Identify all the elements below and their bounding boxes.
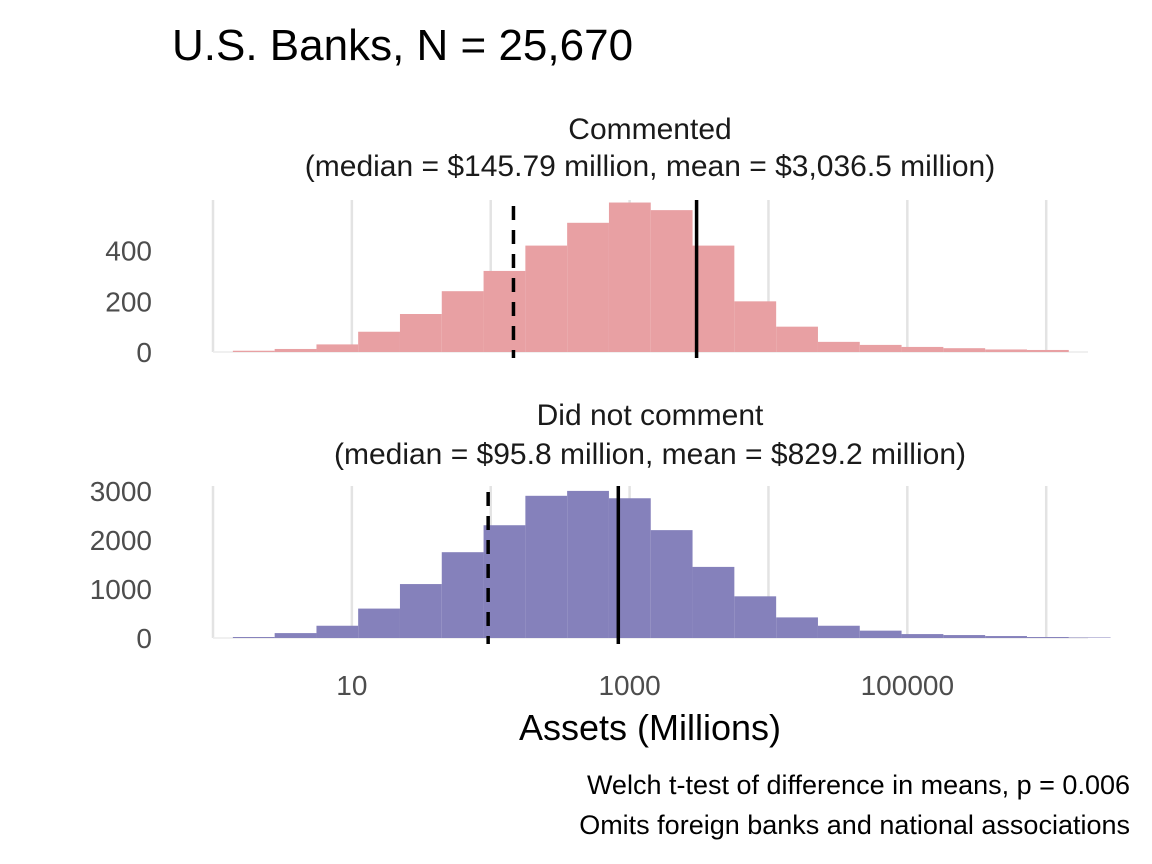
histogram-bar-commented	[441, 291, 484, 352]
histogram-bar-did-not-comment	[399, 584, 442, 638]
histogram-bar-commented	[232, 350, 275, 352]
histogram-bar-did-not-comment	[650, 530, 693, 638]
x-tick-label: 10	[336, 670, 367, 701]
histogram-bar-commented	[483, 270, 526, 352]
facet-stats-commented: (median = $145.79 million, mean = $3,036…	[305, 150, 995, 183]
histogram-bar-commented	[358, 331, 400, 352]
histogram-bar-did-not-comment	[232, 637, 275, 638]
facet-label-did-not-comment: Did not comment	[537, 399, 764, 432]
histogram-bar-commented	[316, 344, 359, 352]
histogram-bar-commented	[817, 341, 860, 352]
y-tick-label-commented: 200	[105, 286, 152, 317]
histogram-bar-did-not-comment	[1026, 637, 1069, 638]
histogram-bar-commented	[608, 202, 651, 352]
histogram-bar-did-not-comment	[692, 566, 735, 638]
x-axis-ticks: 10 1000 100000	[336, 670, 954, 701]
histogram-bar-did-not-comment	[525, 495, 568, 638]
histogram-bar-commented	[985, 349, 1027, 352]
facet-stats-did-not-comment: (median = $95.8 million, mean = $829.2 m…	[334, 438, 966, 471]
histogram-bar-did-not-comment	[274, 633, 317, 638]
facet-label-commented: Commented	[568, 113, 731, 146]
histogram-bar-commented	[567, 222, 609, 352]
histogram-bar-did-not-comment	[358, 608, 400, 638]
y-tick-label-commented: 0	[136, 337, 152, 368]
histogram-bar-did-not-comment	[734, 596, 777, 638]
histogram-bar-did-not-comment	[608, 498, 651, 638]
histogram-bar-commented	[734, 301, 777, 352]
histogram-bar-did-not-comment	[985, 636, 1027, 638]
bars-layer	[232, 202, 1111, 638]
histogram-bar-commented	[399, 314, 442, 352]
histogram-bar-did-not-comment	[817, 625, 860, 638]
histogram-bar-did-not-comment	[776, 617, 818, 638]
histogram-bar-commented	[1026, 349, 1069, 352]
chart-title: U.S. Banks, N = 25,670	[172, 21, 633, 70]
histogram-bar-commented	[692, 245, 735, 352]
histogram-bar-commented	[776, 326, 818, 352]
histogram-bar-did-not-comment	[567, 490, 609, 638]
histogram-bar-commented	[859, 344, 902, 352]
y-axis-ticks: 0 200 400 0 1000 2000 3000	[90, 236, 152, 654]
x-axis-label: Assets (Millions)	[519, 707, 781, 748]
histogram-bar-did-not-comment	[901, 634, 944, 638]
histogram-bar-did-not-comment	[441, 552, 484, 638]
caption-line-2: Omits foreign banks and national associa…	[579, 810, 1130, 840]
y-tick-label-did-not-comment: 2000	[90, 525, 152, 556]
histogram-bar-commented	[901, 346, 944, 352]
histogram-bar-commented	[525, 245, 568, 352]
x-tick-label: 1000	[598, 670, 660, 701]
y-tick-label-did-not-comment: 1000	[90, 574, 152, 605]
caption-line-1: Welch t-test of difference in means, p =…	[587, 770, 1130, 800]
histogram-bar-did-not-comment	[316, 625, 359, 638]
x-tick-label: 100000	[861, 670, 954, 701]
histogram-bar-did-not-comment	[943, 635, 986, 638]
y-tick-label-commented: 400	[105, 236, 152, 267]
histogram-bar-did-not-comment	[859, 630, 902, 638]
histogram-bar-did-not-comment	[483, 525, 526, 638]
lines-layer	[486, 200, 699, 644]
y-tick-label-did-not-comment: 0	[136, 623, 152, 654]
histogram-bar-commented	[274, 348, 317, 352]
y-tick-label-did-not-comment: 3000	[90, 476, 152, 507]
histogram-bar-commented	[650, 210, 693, 352]
histogram-bar-commented	[943, 348, 986, 352]
